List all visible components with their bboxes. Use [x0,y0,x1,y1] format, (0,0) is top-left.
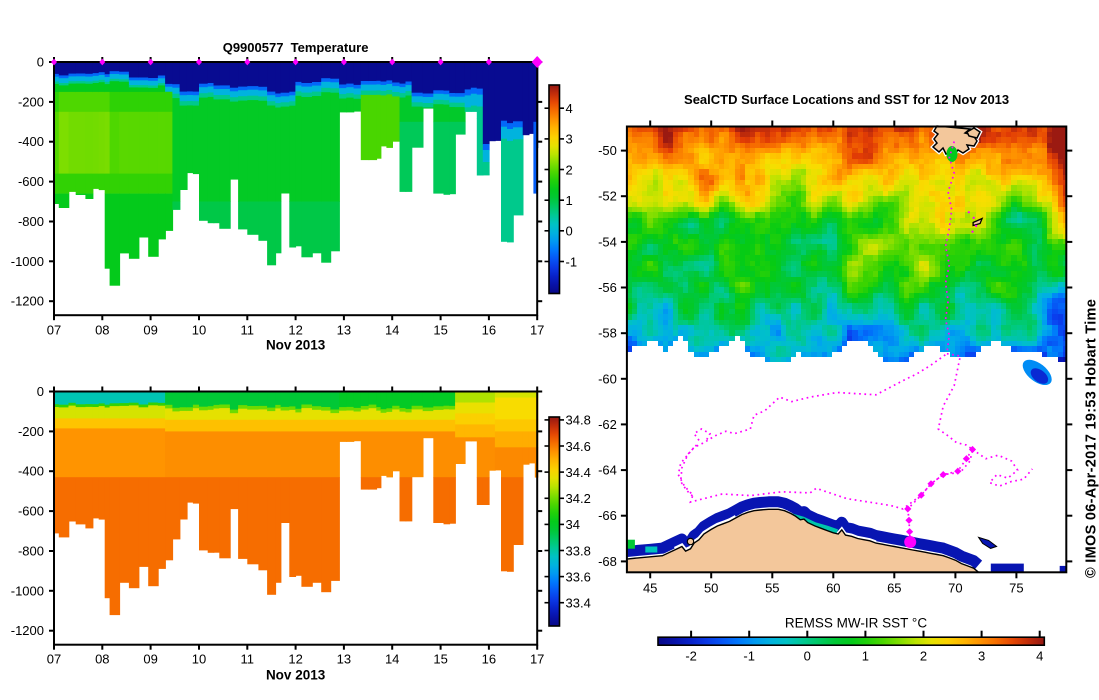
svg-text:34.2: 34.2 [566,491,591,506]
svg-text:45: 45 [643,580,657,595]
svg-text:1: 1 [862,649,869,664]
svg-text:-800: -800 [18,214,44,229]
svg-text:15: 15 [433,323,447,338]
svg-text:0: 0 [37,384,44,399]
svg-text:12: 12 [288,652,302,667]
svg-text:65: 65 [887,580,901,595]
svg-text:0: 0 [37,55,44,70]
svg-text:-1000: -1000 [11,583,44,598]
svg-text:1: 1 [566,193,573,208]
svg-text:© IMOS 06-Apr-2017 19:53 Hobar: © IMOS 06-Apr-2017 19:53 Hobart Time [1084,299,1099,578]
svg-text:34.8: 34.8 [566,413,591,428]
svg-text:10: 10 [192,652,206,667]
svg-text:0: 0 [566,224,573,239]
svg-text:33.6: 33.6 [566,569,591,584]
svg-text:50: 50 [704,580,718,595]
svg-text:2: 2 [566,162,573,177]
svg-text:11: 11 [241,652,255,667]
svg-text:-58: -58 [598,326,617,341]
svg-text:-1: -1 [743,649,755,664]
svg-text:14: 14 [385,323,399,338]
svg-text:-64: -64 [598,463,617,478]
svg-text:17: 17 [530,652,544,667]
svg-text:2: 2 [920,649,927,664]
svg-text:70: 70 [948,580,962,595]
svg-text:08: 08 [95,652,109,667]
svg-text:SealCTD Surface Locations and: SealCTD Surface Locations and SST for 12… [684,92,1009,107]
svg-text:3: 3 [566,132,573,147]
svg-text:-400: -400 [18,464,44,479]
svg-text:-600: -600 [18,504,44,519]
svg-text:34: 34 [566,517,580,532]
svg-text:Nov 2013: Nov 2013 [266,667,326,682]
svg-text:0: 0 [804,649,811,664]
svg-text:-50: -50 [598,143,617,158]
svg-text:-1200: -1200 [11,294,44,309]
svg-text:-56: -56 [598,280,617,295]
svg-text:12: 12 [288,323,302,338]
svg-text:-62: -62 [598,417,617,432]
svg-text:-1200: -1200 [11,623,44,638]
svg-text:17: 17 [530,323,544,338]
svg-text:-800: -800 [18,544,44,559]
svg-text:-2: -2 [685,649,697,664]
svg-text:15: 15 [433,652,447,667]
svg-text:08: 08 [95,323,109,338]
svg-text:-68: -68 [598,554,617,569]
svg-text:09: 09 [143,652,157,667]
svg-text:Q9900577 Temperature: Q9900577 Temperature [223,40,369,55]
svg-text:13: 13 [337,652,351,667]
svg-text:4: 4 [1036,649,1043,664]
svg-text:13: 13 [337,323,351,338]
svg-text:07: 07 [47,323,61,338]
svg-text:-1000: -1000 [11,254,44,269]
svg-text:-600: -600 [18,174,44,189]
svg-text:75: 75 [1009,580,1023,595]
svg-text:3: 3 [978,649,985,664]
svg-text:-54: -54 [598,234,617,249]
svg-text:16: 16 [482,652,496,667]
svg-text:16: 16 [482,323,496,338]
svg-text:55: 55 [765,580,779,595]
svg-text:-200: -200 [18,94,44,109]
svg-text:07: 07 [47,652,61,667]
svg-text:-200: -200 [18,424,44,439]
svg-text:4: 4 [566,101,573,116]
svg-text:REMSS MW-IR SST °C: REMSS MW-IR SST °C [785,616,927,631]
svg-text:-400: -400 [18,134,44,149]
svg-text:60: 60 [826,580,840,595]
svg-text:-66: -66 [598,508,617,523]
svg-text:14: 14 [385,652,399,667]
svg-text:09: 09 [143,323,157,338]
svg-text:-52: -52 [598,189,617,204]
svg-text:34.4: 34.4 [566,465,591,480]
svg-text:11: 11 [241,323,255,338]
svg-text:10: 10 [192,323,206,338]
svg-text:-1: -1 [566,254,578,269]
svg-text:33.8: 33.8 [566,543,591,558]
svg-text:-60: -60 [598,371,617,386]
svg-text:34.6: 34.6 [566,439,591,454]
svg-text:Nov 2013: Nov 2013 [266,337,326,352]
svg-text:33.4: 33.4 [566,596,591,611]
